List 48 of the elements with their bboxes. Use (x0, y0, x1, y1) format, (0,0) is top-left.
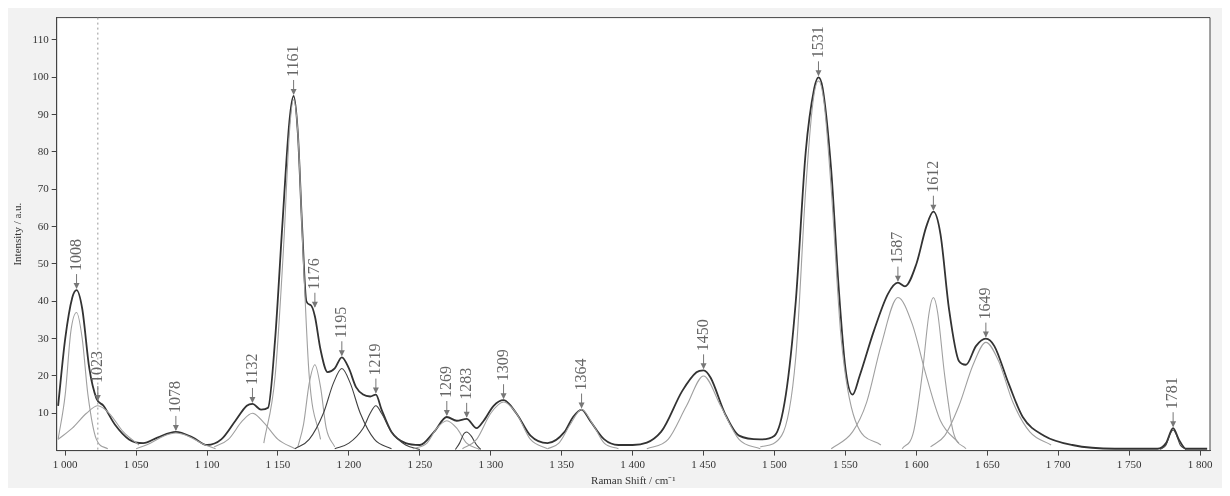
annotation: 1309 (493, 349, 511, 382)
y-tick-label: 110 (32, 32, 50, 45)
x-tick-label: 1 600 (903, 458, 930, 471)
annotation: 1649 (976, 287, 994, 320)
y-tick-label: 80 (37, 144, 50, 157)
y-tick-label: 10 (37, 406, 50, 419)
x-tick-label: 1 700 (1045, 458, 1072, 471)
x-tick-label: 1 100 (194, 458, 220, 471)
y-axis-title: Intensity / a.u. (11, 202, 24, 266)
annotation: 1078 (166, 380, 184, 413)
y-tick-label: 20 (37, 368, 50, 381)
annotation: 1587 (888, 231, 906, 264)
annotation: 1161 (283, 45, 301, 77)
x-tick-label: 1 800 (1187, 458, 1213, 471)
x-tick-label: 1 650 (974, 458, 1001, 471)
x-tick-label: 1 350 (549, 458, 575, 471)
x-tick-label: 1 500 (762, 458, 788, 471)
y-tick-label: 30 (37, 331, 50, 344)
annotation: 1269 (437, 366, 455, 399)
annotation: 1781 (1163, 377, 1181, 410)
y-tick-label: 40 (37, 294, 50, 307)
y-tick-label: 50 (37, 256, 50, 269)
annotation: 1364 (571, 358, 589, 391)
x-tick-label: 1 550 (833, 458, 859, 471)
x-tick-label: 1 400 (620, 458, 646, 471)
annotation: 1531 (808, 26, 826, 59)
x-tick-label: 1 050 (123, 458, 150, 471)
annotation: 1023 (88, 351, 106, 384)
x-tick-label: 1 750 (1116, 458, 1143, 471)
annotation: 1176 (305, 258, 323, 290)
annotation: 1008 (66, 239, 84, 272)
y-tick-label: 90 (37, 107, 50, 120)
y-tick-label: 100 (32, 70, 50, 83)
x-tick-label: 1 000 (52, 458, 79, 471)
x-axis-title: Raman Shift / cm⁻¹ (591, 474, 676, 487)
x-tick-label: 1 250 (407, 458, 433, 471)
y-tick-label: 70 (37, 182, 50, 195)
x-tick-label: 1 450 (691, 458, 717, 471)
x-tick-label: 1 150 (265, 458, 291, 471)
annotation: 1283 (456, 367, 474, 400)
annotation: 1450 (693, 319, 711, 352)
x-tick-label: 1 200 (336, 458, 362, 471)
annotation: 1612 (923, 160, 941, 193)
annotation: 1219 (366, 343, 384, 376)
x-tick-label: 1 300 (478, 458, 504, 471)
annotation: 1132 (242, 353, 260, 385)
y-tick-label: 60 (37, 219, 50, 232)
annotation: 1195 (332, 306, 350, 339)
